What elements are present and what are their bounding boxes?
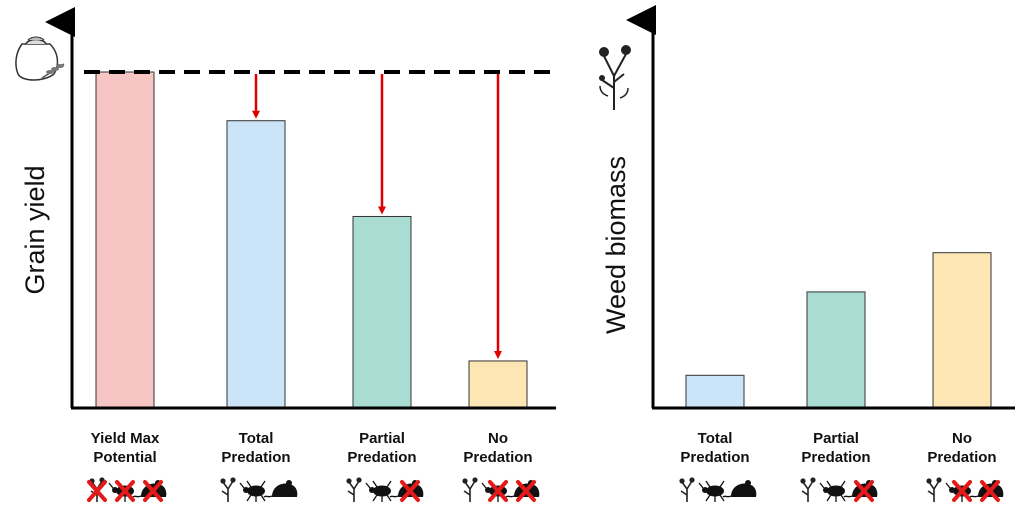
beetle-crossed-icon (945, 480, 972, 502)
weed-plant-icon (599, 45, 631, 110)
weed-icon (462, 477, 478, 502)
category-label: Total Predation (680, 430, 749, 466)
bar-1 (226, 120, 286, 409)
rodent-crossed-icon (505, 480, 540, 502)
weed-icon (346, 477, 362, 502)
beetle-crossed-icon (481, 480, 508, 502)
bar-0 (95, 71, 155, 409)
bar-2 (932, 252, 992, 409)
beetle-icon (239, 480, 266, 502)
y-axis-label: Grain yield (20, 165, 50, 294)
rodent-icon (722, 480, 757, 498)
bar-1 (806, 291, 866, 409)
weed-biomass-chart: Weed biomass Total Predation Partial Predat… (599, 5, 1015, 502)
beetle-icon (698, 480, 725, 502)
grain-sack-icon (15, 36, 65, 81)
grain-yield-chart: Grain yield Yield Max Potential Total Preda… (15, 7, 556, 502)
bar-3 (468, 360, 528, 409)
category-label: Total Predation (221, 430, 290, 466)
bar-2 (352, 215, 412, 409)
rodent-crossed-icon (969, 480, 1004, 502)
beetle-icon (365, 480, 392, 502)
weed-icon (800, 477, 816, 502)
rodent-icon (263, 480, 298, 498)
beetle-icon (819, 480, 846, 502)
rodent-crossed-icon (132, 480, 167, 502)
weed-icon (220, 477, 236, 502)
category-label: No Predation (463, 430, 532, 466)
weed-icon (926, 477, 942, 502)
y-axis-label: Weed biomass (601, 156, 631, 334)
category-label: Partial Predation (347, 430, 416, 466)
category-label: Yield Max Potential (91, 430, 160, 466)
weed-icon (679, 477, 695, 502)
rodent-crossed-icon (389, 480, 424, 502)
rodent-crossed-icon (843, 480, 878, 502)
category-label: Partial Predation (801, 430, 870, 466)
category-label: No Predation (927, 430, 996, 466)
weed-crossed-icon (87, 477, 107, 502)
bar-0 (685, 374, 745, 409)
beetle-crossed-icon (108, 480, 135, 502)
